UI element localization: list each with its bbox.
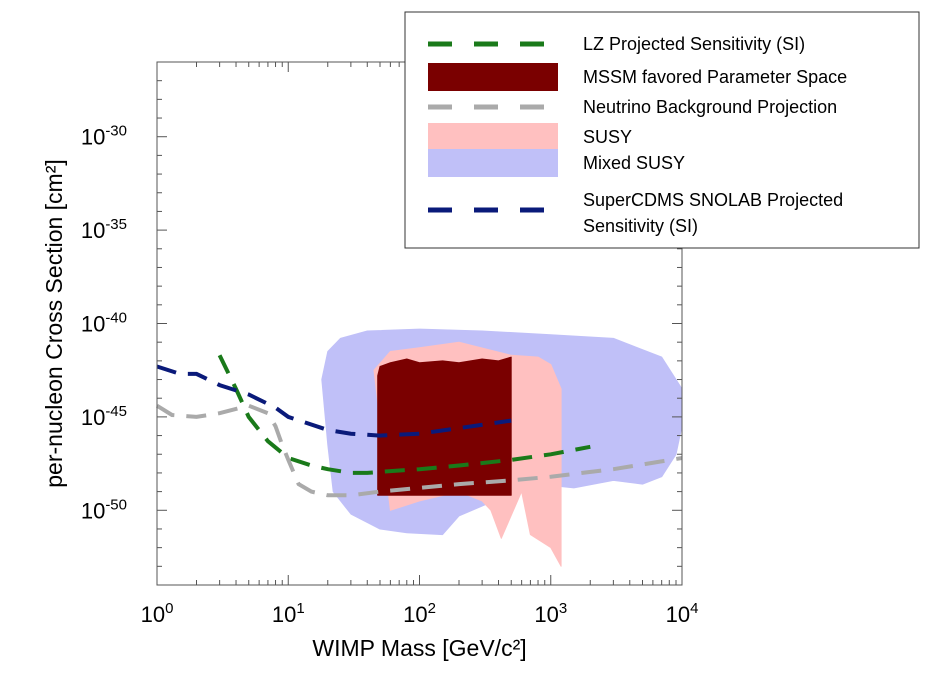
x-axis-title: WIMP Mass [GeV/c²] [312,635,526,661]
legend-label: Mixed SUSY [583,153,685,173]
legend-label: SuperCDMS SNOLAB Projected Sensitivity (S… [583,190,843,236]
legend: LZ Projected Sensitivity (SI) MSSM favore… [404,11,920,249]
legend-swatch [428,149,558,177]
x-tick-label: 101 [272,600,305,627]
legend-label: MSSM favored Parameter Space [583,67,847,87]
legend-swatch [428,63,558,91]
legend-label: Neutrino Background Projection [583,97,837,117]
tick-labels-layer: 100 101 102 103 104 10-30 10-35 10-40 10-45 10-50 [81,123,699,627]
region-mssm-favored-parameter-space [377,356,512,496]
y-tick-label: 10-50 [81,496,127,523]
legend-label: SUSY [583,127,632,147]
legend-swatch [428,123,558,151]
y-axis-title: per-nucleon Cross Section [cm²] [41,159,67,488]
regions-layer [321,328,683,567]
x-tick-label: 103 [534,600,567,627]
x-tick-label: 100 [141,600,174,627]
x-tick-label: 102 [403,600,436,627]
y-tick-label: 10-40 [81,310,127,337]
y-tick-label: 10-35 [81,216,127,243]
legend-label: LZ Projected Sensitivity (SI) [583,34,805,54]
x-tick-label: 104 [666,600,699,627]
lines-layer [155,354,683,498]
y-tick-label: 10-45 [81,403,127,430]
line-neutrino-background-projection [155,403,683,498]
line-lz-projected-sensitivity-si [217,354,591,475]
line-supercdms-snolab-projected-sensitivity-si [156,364,512,438]
y-tick-label: 10-30 [81,123,127,150]
